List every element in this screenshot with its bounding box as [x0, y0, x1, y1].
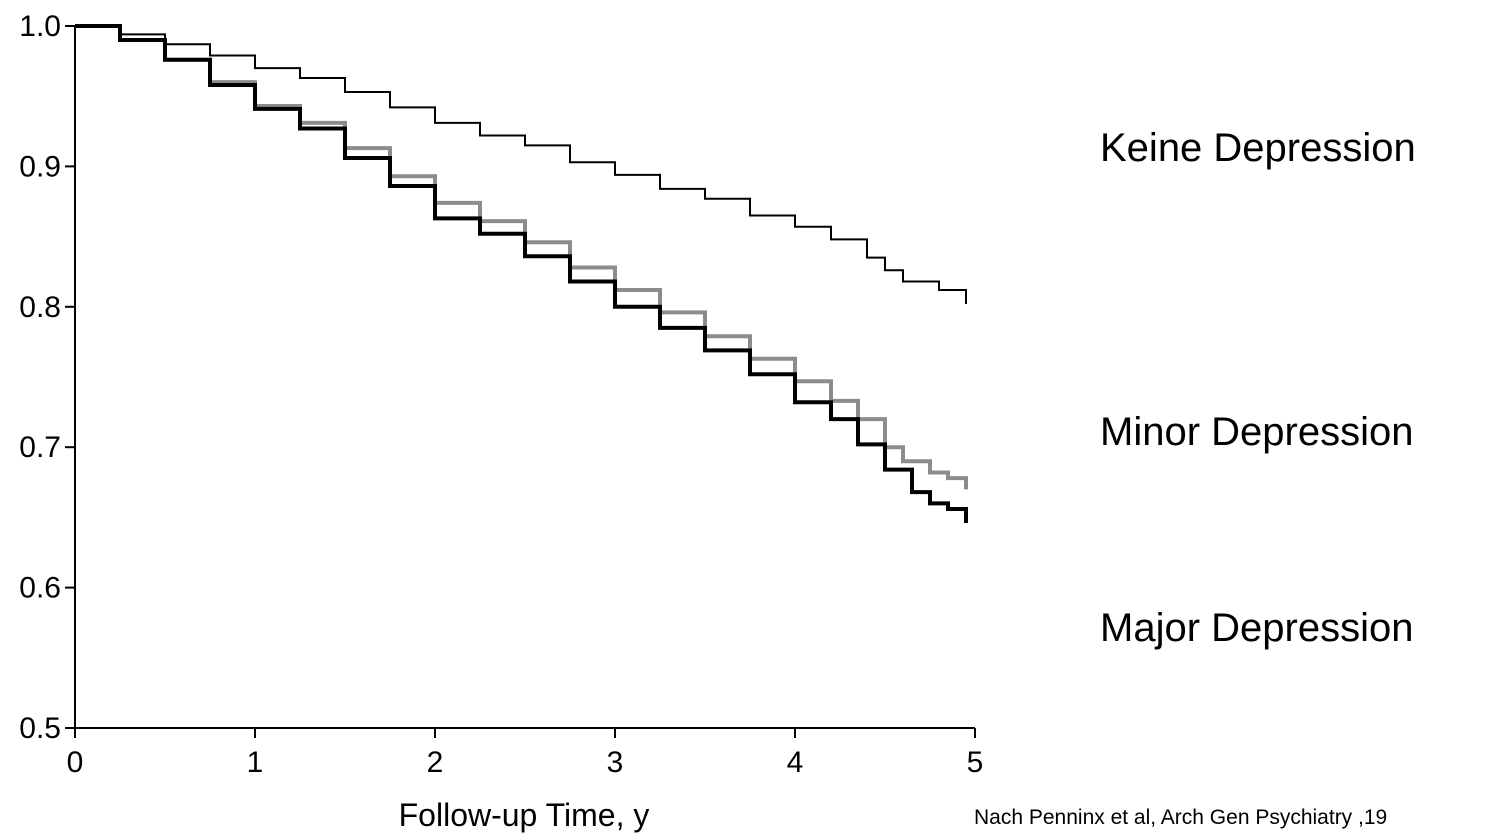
series-line-keine-depression	[75, 25, 967, 304]
y-tick-label: 0.9	[19, 150, 61, 183]
series-group	[75, 24, 968, 524]
y-tick-label: 0.7	[19, 431, 61, 464]
x-ticks: 0 1 2 3 4 5	[67, 728, 984, 779]
x-axis-title: Follow-up Time, y	[399, 797, 650, 833]
series-line-major-depression	[75, 24, 968, 524]
plot-area: 0.5 0.6 0.7 0.8 0.9 1.0 0 1 2 3 4 5 Follow-up Time…	[19, 10, 983, 833]
legend-label-keine-depression: Keine Depression	[1100, 126, 1416, 170]
x-tick-label: 1	[247, 746, 264, 779]
y-tick-label: 0.5	[19, 712, 61, 745]
x-tick-label: 0	[67, 746, 84, 779]
y-tick-label: 0.8	[19, 291, 61, 324]
x-tick-label: 4	[787, 746, 804, 779]
x-tick-label: 5	[967, 746, 984, 779]
legend-label-minor-depression: Minor Depression	[1100, 410, 1414, 454]
x-tick-label: 2	[427, 746, 444, 779]
x-tick-label: 3	[607, 746, 624, 779]
citation-text: Nach Penninx et al, Arch Gen Psychiatry …	[974, 806, 1388, 829]
y-tick-label: 1.0	[19, 10, 61, 43]
y-ticks: 0.5 0.6 0.7 0.8 0.9 1.0	[19, 10, 75, 745]
legend-label-major-depression: Major Depression	[1100, 606, 1414, 650]
y-tick-label: 0.6	[19, 572, 61, 605]
